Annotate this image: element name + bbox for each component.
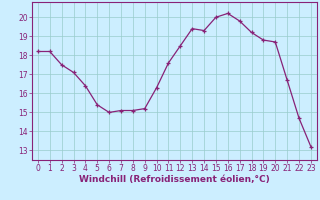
X-axis label: Windchill (Refroidissement éolien,°C): Windchill (Refroidissement éolien,°C) xyxy=(79,175,270,184)
